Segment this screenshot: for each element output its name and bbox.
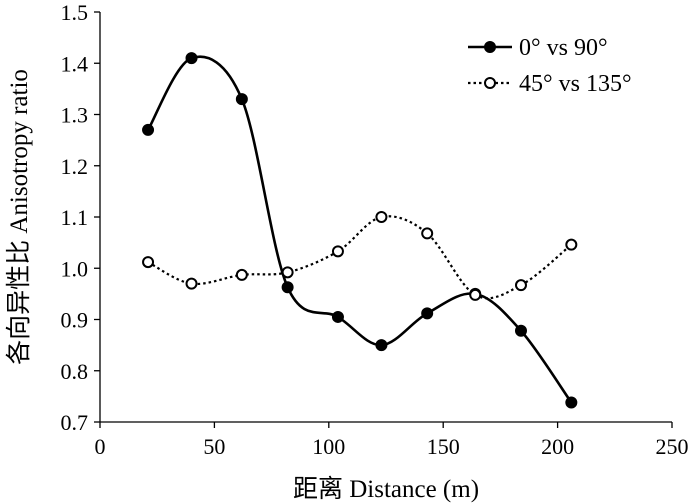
- data-point: [235, 268, 248, 281]
- data-point: [565, 238, 578, 251]
- data-point: [375, 211, 388, 223]
- series-2: [142, 211, 578, 301]
- data-point: [185, 52, 198, 65]
- x-axis-ticks: 0 50 100 150 200 250: [95, 422, 689, 459]
- data-point: [421, 307, 434, 320]
- x-tick-label: 100: [312, 434, 345, 459]
- data-point: [281, 281, 294, 294]
- data-point: [331, 310, 344, 323]
- data-point: [281, 266, 294, 279]
- data-point: [469, 288, 482, 301]
- legend-entry: 0° vs 90°: [468, 35, 608, 61]
- data-point: [235, 93, 248, 106]
- legend-entry: 45° vs 135°: [468, 71, 632, 97]
- y-tick-label: 0.9: [61, 308, 89, 333]
- legend-marker: [484, 77, 496, 89]
- y-tick-label: 1.2: [61, 154, 89, 179]
- data-point: [514, 279, 527, 292]
- y-tick-label: 1.1: [61, 205, 89, 230]
- x-tick-label: 50: [203, 434, 225, 459]
- data-point: [142, 123, 155, 136]
- data-point: [185, 277, 198, 290]
- data-point: [565, 396, 578, 409]
- y-tick-label: 0.8: [61, 359, 89, 384]
- y-tick-label: 1.5: [61, 0, 89, 25]
- series-line: [146, 55, 573, 404]
- data-point: [375, 339, 388, 352]
- x-axis-title: 距离 Distance (m): [293, 475, 479, 503]
- x-tick-label: 0: [95, 434, 106, 459]
- series-1: [142, 52, 578, 409]
- y-axis-title: 各向异性比 Anisotropy ratio: [5, 69, 33, 365]
- legend-label: 45° vs 135°: [519, 71, 632, 97]
- y-tick-label: 1.0: [61, 256, 89, 281]
- data-point: [142, 256, 155, 269]
- y-tick-label: 1.3: [61, 103, 89, 128]
- y-axis-ticks: 0.7 0.8 0.9 1.0 1.1 1.2 1.3 1.4 1.5: [61, 0, 100, 435]
- x-tick-label: 200: [541, 434, 574, 459]
- series-line: [147, 215, 573, 300]
- data-point: [421, 227, 434, 240]
- legend-marker: [484, 41, 496, 53]
- y-tick-label: 0.7: [61, 410, 89, 435]
- legend: 0° vs 90° 45° vs 135°: [468, 35, 632, 97]
- legend-label: 0° vs 90°: [519, 35, 608, 61]
- data-point: [331, 245, 344, 258]
- y-tick-label: 1.4: [61, 51, 89, 76]
- x-tick-label: 150: [427, 434, 460, 459]
- data-point: [514, 324, 527, 337]
- x-tick-label: 250: [656, 434, 689, 459]
- series-layer: [142, 52, 578, 409]
